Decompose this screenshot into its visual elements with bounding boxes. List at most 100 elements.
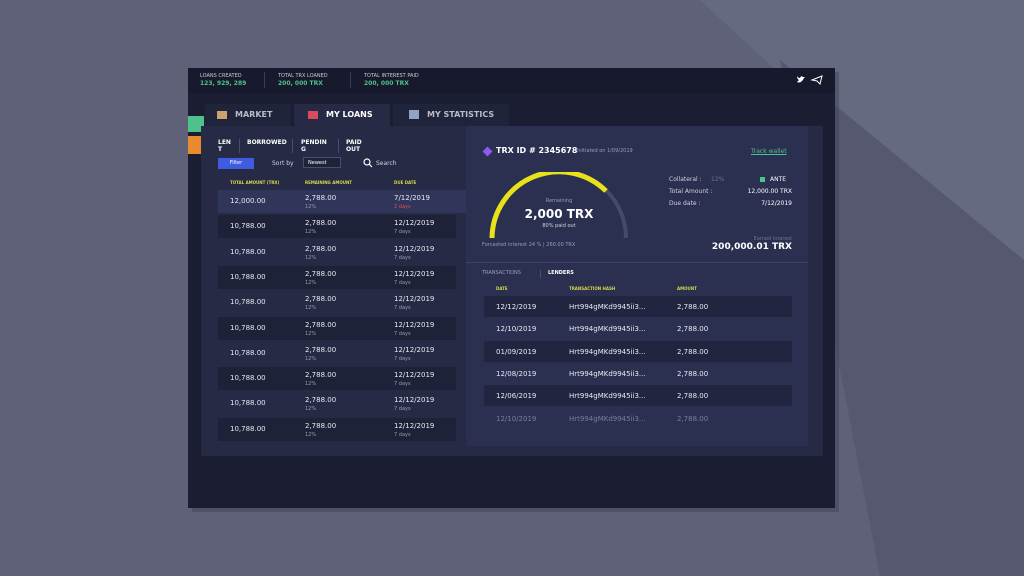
due-date: 12/12/2019 bbox=[394, 396, 435, 405]
due-date: 12/12/2019 bbox=[394, 345, 435, 354]
days-left: 7 days bbox=[394, 305, 411, 312]
column-header: REMAINING AMOUNT bbox=[305, 180, 353, 185]
tab-label: MARKET bbox=[235, 110, 273, 119]
filter-tab[interactable]: LENT bbox=[218, 139, 231, 153]
loan-row[interactable] bbox=[218, 417, 456, 441]
top-bar: LOANS CREATED 123, 929, 289 TOTAL TRX LO… bbox=[188, 68, 835, 93]
transaction-amount: 2,788.00 bbox=[677, 325, 709, 334]
transaction-hash: Hrt994gMKd9945ii3... bbox=[569, 347, 646, 356]
loan-row[interactable] bbox=[218, 265, 456, 289]
remaining-amount: 2,788.00 bbox=[305, 396, 337, 405]
gauge-value: 2,000 TRX bbox=[524, 207, 594, 221]
remaining-amount: 2,788.00 bbox=[305, 219, 337, 228]
earned-label: Earned interest bbox=[753, 236, 792, 242]
social-icons[interactable] bbox=[796, 75, 826, 85]
transaction-date: 12/06/2019 bbox=[496, 392, 537, 401]
loan-row[interactable] bbox=[218, 316, 456, 340]
trx-id: TRX ID # 2345678 bbox=[496, 146, 578, 155]
remaining-amount: 2,788.00 bbox=[305, 194, 337, 202]
app-window: LOANS CREATED 123, 929, 289 TOTAL TRX LO… bbox=[188, 68, 835, 508]
due-date: 12/12/2019 bbox=[394, 244, 435, 253]
remaining-amount: 2,788.00 bbox=[305, 295, 337, 304]
tab[interactable]: MARKET bbox=[205, 104, 291, 126]
transaction-row bbox=[484, 340, 792, 362]
filter-button[interactable]: Filter bbox=[218, 158, 254, 169]
stat-value: 200, 000 TRX bbox=[364, 80, 409, 87]
total-amount: 10,788.00 bbox=[230, 399, 266, 408]
interest-rate: 12% bbox=[305, 431, 317, 438]
divider bbox=[338, 139, 339, 153]
due-date: 12/12/2019 bbox=[394, 320, 435, 329]
transaction-amount: 2,788.00 bbox=[677, 369, 709, 378]
loan-row[interactable] bbox=[218, 240, 456, 264]
column-header: AMOUNT bbox=[677, 286, 697, 291]
gauge-label: Remaining bbox=[545, 198, 573, 204]
transaction-date: 12/10/2019 bbox=[496, 325, 537, 334]
detail-tab[interactable]: TRANSACTIONS bbox=[482, 270, 521, 276]
tab-label: MY LOANS bbox=[326, 110, 373, 119]
tab[interactable]: MY STATISTICS bbox=[393, 104, 509, 126]
column-header: TRANSACTION HASH bbox=[569, 286, 616, 291]
transaction-date: 12/12/2019 bbox=[496, 303, 537, 311]
loan-row[interactable] bbox=[218, 367, 456, 391]
transaction-hash: Hrt994gMKd9945ii3... bbox=[569, 392, 646, 401]
trx-icon bbox=[482, 146, 493, 157]
stat-value: 200, 000 TRX bbox=[278, 80, 323, 87]
total-amount: 10,788.00 bbox=[230, 298, 266, 307]
earned-value: 200,000.01 TRX bbox=[711, 242, 792, 252]
total-amount: 10,788.00 bbox=[230, 222, 266, 231]
side-chat-button[interactable] bbox=[188, 116, 204, 132]
loans-panel: LENT BORROWED PENDING PAID OUT Filter So… bbox=[201, 126, 483, 456]
due-date: 12/12/2019 bbox=[394, 371, 435, 380]
due-date: 12/12/2019 bbox=[394, 295, 435, 304]
loan-row[interactable] bbox=[218, 215, 456, 239]
days-left: 7 days bbox=[394, 254, 411, 261]
search-input[interactable]: Search bbox=[376, 160, 397, 167]
divider bbox=[239, 139, 240, 153]
detail-tab[interactable]: LENDERS bbox=[548, 270, 574, 276]
divider bbox=[350, 72, 351, 88]
remaining-amount: 2,788.00 bbox=[305, 345, 337, 354]
tab[interactable]: MY LOANS bbox=[294, 104, 390, 126]
loan-row[interactable] bbox=[218, 341, 456, 365]
interest-rate: 12% bbox=[305, 381, 317, 388]
column-header: DUE DATE bbox=[394, 180, 417, 185]
divider bbox=[264, 72, 265, 88]
stat-label: TOTAL INTEREST PAID bbox=[364, 73, 419, 79]
transaction-amount: 2,788.00 bbox=[677, 414, 709, 423]
transaction-hash: Hrt994gMKd9945ii3... bbox=[569, 325, 646, 334]
total-amount: 10,788.00 bbox=[230, 374, 266, 383]
transaction-date: 01/09/2019 bbox=[496, 347, 537, 356]
filter-tab[interactable]: BORROWED bbox=[247, 139, 287, 146]
interest-rate: 12% bbox=[305, 305, 317, 312]
interest-rate: 12% bbox=[305, 229, 317, 236]
loan-row[interactable] bbox=[218, 190, 483, 213]
stat-value: 123, 929, 289 bbox=[200, 80, 247, 87]
collateral-label: Collateral : bbox=[669, 176, 702, 183]
due-date: 7/12/2019 bbox=[394, 194, 430, 202]
divider bbox=[466, 262, 808, 263]
stat-label: LOANS CREATED bbox=[200, 73, 242, 79]
due-date: 12/12/2019 bbox=[394, 269, 435, 278]
interest-rate: 12% bbox=[305, 204, 317, 210]
collateral-value: 12% bbox=[711, 176, 725, 183]
due-value: 7/12/2019 bbox=[761, 200, 792, 207]
loan-detail-panel: TRX ID # 2345678 Initiated on 1/09/2019 … bbox=[466, 126, 808, 446]
filter-tab[interactable]: PAID OUT bbox=[346, 139, 362, 153]
loan-row[interactable] bbox=[218, 392, 456, 416]
track-wallet-link[interactable]: Track wallet bbox=[751, 148, 787, 155]
transaction-hash: Hrt994gMKd9945ii3... bbox=[569, 303, 646, 311]
sort-select[interactable]: Newest bbox=[303, 157, 341, 168]
forecast-interest: Forcasted interest 24 % | 260.00 TRX bbox=[482, 242, 576, 248]
remaining-amount: 2,788.00 bbox=[305, 421, 337, 430]
transaction-hash: Hrt994gMKd9945ii3... bbox=[569, 414, 646, 423]
loan-row[interactable] bbox=[218, 291, 456, 315]
days-left: 2 days bbox=[394, 204, 411, 210]
divider bbox=[292, 139, 293, 153]
remaining-amount: 2,788.00 bbox=[305, 244, 337, 253]
filter-tab[interactable]: PENDING bbox=[301, 139, 327, 153]
interest-rate: 12% bbox=[305, 355, 317, 362]
days-left: 7 days bbox=[394, 355, 411, 362]
total-label: Total Amount : bbox=[669, 188, 713, 195]
side-help-button[interactable] bbox=[188, 136, 204, 154]
